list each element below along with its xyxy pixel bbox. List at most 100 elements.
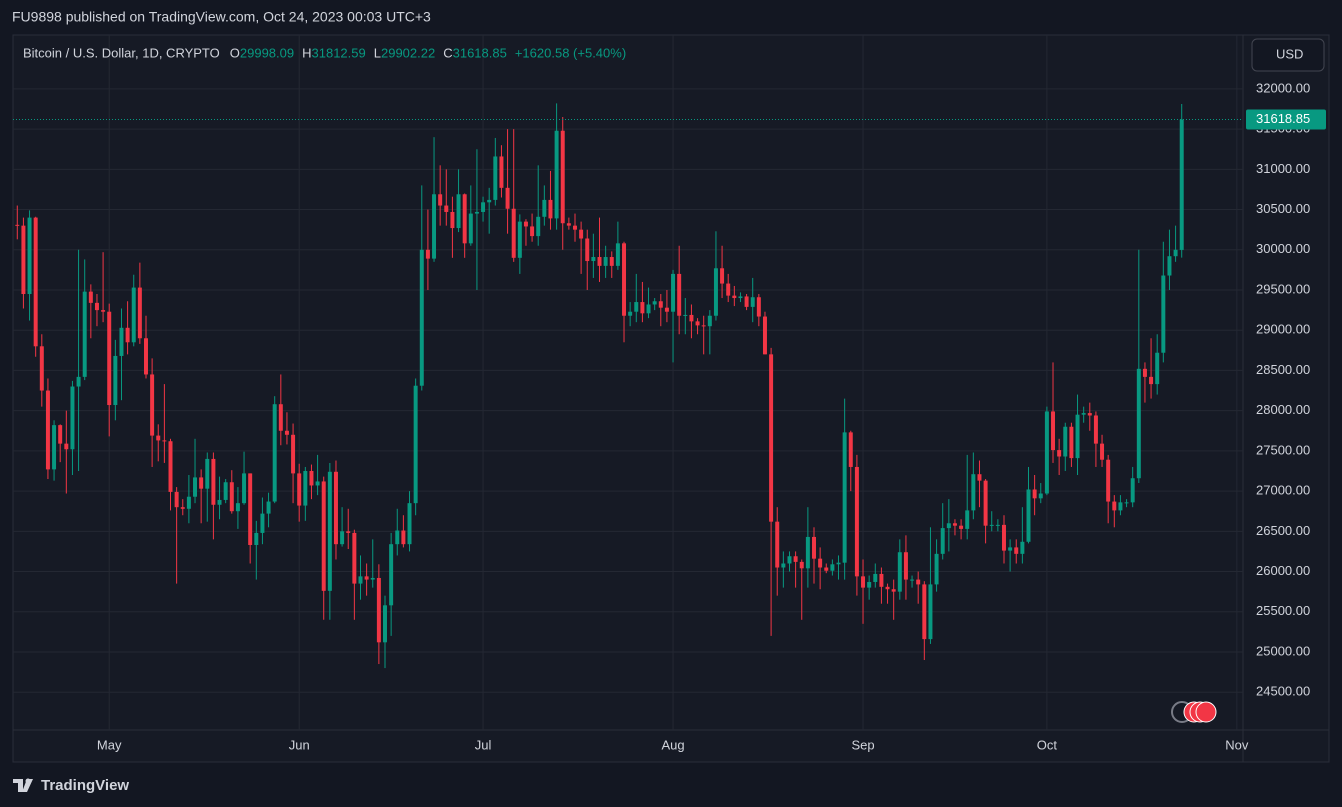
brand-logo [13, 778, 33, 792]
y-tick-label: 26000.00 [1256, 563, 1310, 578]
candle-body [1087, 413, 1092, 416]
y-tick-label: 30500.00 [1256, 201, 1310, 216]
candle-body [707, 315, 712, 327]
candle-body [1155, 352, 1160, 385]
currency-label[interactable]: USD [1276, 46, 1303, 61]
candle-body [284, 430, 289, 435]
candle-body [536, 216, 541, 237]
ohlc-letter: H [302, 45, 311, 60]
candle-body [346, 531, 351, 533]
ohlc-value: 31618.85 [453, 45, 507, 60]
candle-body [278, 404, 283, 431]
candle-body [652, 301, 657, 305]
candle-body [683, 314, 688, 316]
candle-body [309, 470, 314, 486]
candle-body [554, 130, 559, 219]
candle-body [560, 130, 565, 224]
candle-body [726, 283, 731, 296]
y-tick-label: 27500.00 [1256, 442, 1310, 457]
candle-body [174, 491, 179, 508]
candle-body [438, 194, 443, 206]
candle-body [321, 481, 326, 591]
candle-body [579, 229, 584, 239]
candle-body [76, 376, 81, 387]
candle-body [456, 194, 461, 229]
ohlc-letter: C [443, 45, 452, 60]
candle-body [101, 310, 106, 312]
logo-dot [25, 778, 31, 784]
candle-body [52, 425, 57, 470]
candle-body [732, 295, 737, 299]
candle-body [615, 243, 620, 266]
candle-body [107, 311, 112, 406]
candle-body [425, 249, 430, 259]
candle-body [946, 523, 951, 529]
candle-body [720, 268, 725, 284]
last-price-label: 31618.85 [1256, 111, 1310, 126]
candle-body [854, 466, 859, 577]
candle-body [1081, 413, 1086, 415]
candle-body [113, 355, 118, 406]
candle-body [634, 302, 639, 312]
ohlc-letter: L [374, 45, 381, 60]
x-tick-label: Jul [475, 737, 492, 752]
publish-info: FU9898 published on TradingView.com, Oct… [12, 9, 431, 25]
candle-body [407, 503, 412, 545]
candle-body [934, 553, 939, 585]
candle-body [248, 473, 253, 545]
candle-body [805, 536, 810, 569]
candle-body [818, 558, 823, 568]
legend: Bitcoin / U.S. Dollar, 1D, CRYPTO O 29998.… [23, 45, 626, 60]
candle-body [389, 544, 394, 606]
candle-body [781, 563, 786, 568]
candle-body [824, 567, 829, 571]
y-tick-label: 30000.00 [1256, 241, 1310, 256]
candle-body [897, 552, 902, 592]
event-icon[interactable] [1195, 701, 1217, 723]
candle-body [517, 221, 522, 258]
candle-body [266, 501, 271, 514]
candle-body [383, 605, 387, 643]
candle-body [695, 321, 700, 326]
candle-body [150, 374, 155, 436]
candle-body [39, 346, 44, 391]
candle-body [836, 562, 841, 565]
candle-body [254, 532, 259, 545]
candle-body [94, 302, 99, 311]
candle-body [1100, 443, 1105, 460]
candle-body [812, 536, 816, 559]
candle-body [1008, 547, 1013, 551]
candle-body [1149, 376, 1154, 385]
candle-body [137, 287, 142, 339]
candle-body [1075, 414, 1080, 459]
candle-body [830, 564, 835, 571]
candle-body [235, 503, 240, 512]
candle-body [1142, 368, 1147, 377]
candle-body [885, 586, 890, 590]
candle-body [903, 552, 908, 580]
ohlc-value: 29998.09 [240, 45, 294, 60]
candle-body [664, 307, 669, 312]
y-tick-label: 24500.00 [1256, 684, 1310, 699]
candle-body [327, 471, 332, 591]
candle-body [1038, 493, 1043, 499]
x-tick-label: Jun [289, 737, 310, 752]
candle-body [419, 249, 424, 386]
x-tick-label: Nov [1225, 737, 1249, 752]
candle-body [922, 584, 927, 640]
candle-body [848, 432, 853, 467]
candle-body [401, 530, 406, 545]
candle-body [861, 576, 866, 588]
candle-body [303, 470, 308, 506]
ohlc-letter: O [230, 45, 240, 60]
candle-body [1161, 275, 1166, 353]
candle-body [609, 257, 614, 266]
y-tick-label: 29000.00 [1256, 322, 1310, 337]
candle-body [603, 257, 608, 266]
candle-body [143, 338, 148, 375]
currency-button[interactable] [1251, 38, 1325, 72]
candle-body [1063, 426, 1068, 457]
candle-body [193, 477, 198, 497]
candle-body [799, 561, 804, 569]
